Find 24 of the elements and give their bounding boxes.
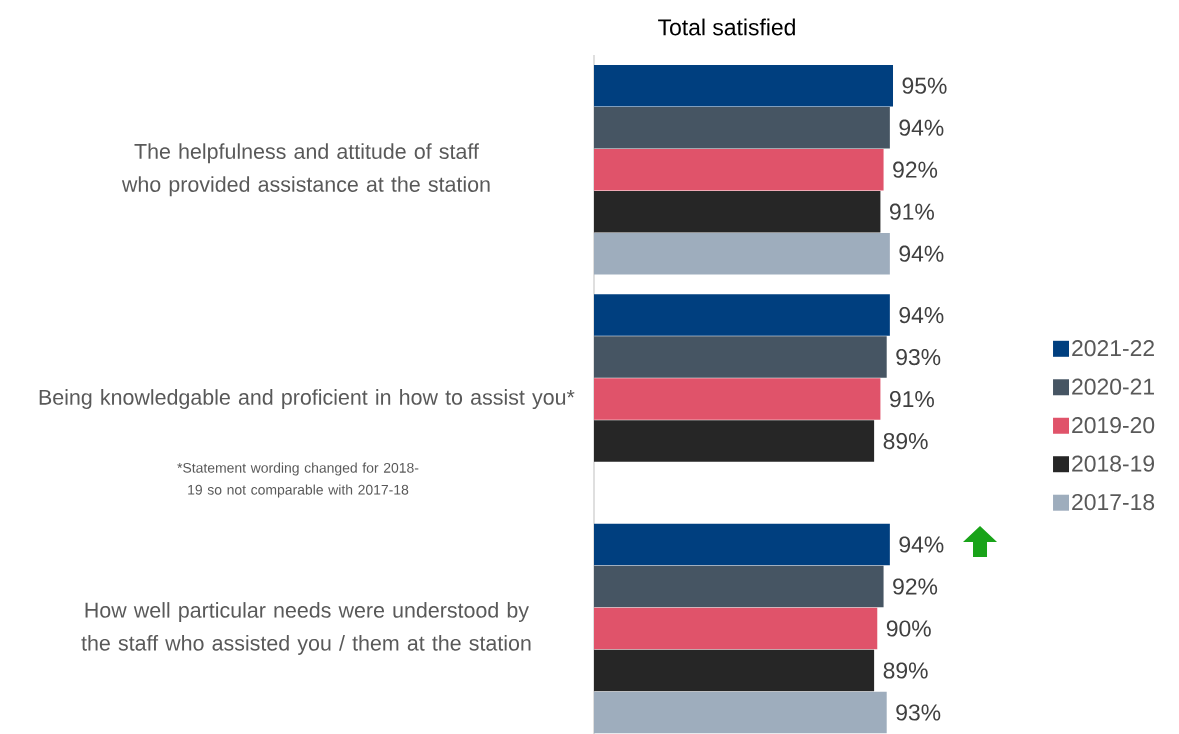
data-label: 93% — [896, 348, 941, 366]
text: *Statement wording changed for 2018-19 so not comparable with 2017-18 — [177, 462, 419, 498]
y-tick-label: How well particular needs were understood by the staff who assisted you / them at the station — [81, 602, 531, 655]
data-label: 93% — [896, 704, 941, 721]
data-label: 95% — [902, 77, 947, 94]
data-label: 94% — [899, 536, 944, 553]
legend-label: 2017-18 — [1072, 493, 1155, 511]
legend-label: 2021-22 — [1072, 340, 1154, 357]
legend-label: 2018-19 — [1072, 455, 1155, 472]
data-label: 91% — [890, 390, 934, 408]
y-tick-label: Being knowledgable and proficient in how to assist you* — [39, 389, 575, 410]
legend-label: 2020-21 — [1072, 378, 1154, 395]
data-label: 94% — [899, 119, 944, 136]
data-label: 91% — [890, 203, 934, 220]
data-label: 90% — [886, 620, 931, 637]
y-tick-label: The helpfulness and attitude of staff who provided assistance at the station — [121, 143, 490, 197]
data-label: 89% — [883, 662, 928, 679]
chart-title: Total satisfied — [658, 18, 795, 36]
data-label: 89% — [883, 432, 928, 450]
legend-label: 2019-20 — [1072, 417, 1155, 434]
data-label: 94% — [899, 306, 944, 324]
data-label: 92% — [893, 161, 938, 178]
data-label: 92% — [893, 578, 938, 595]
data-label: 94% — [899, 245, 944, 262]
